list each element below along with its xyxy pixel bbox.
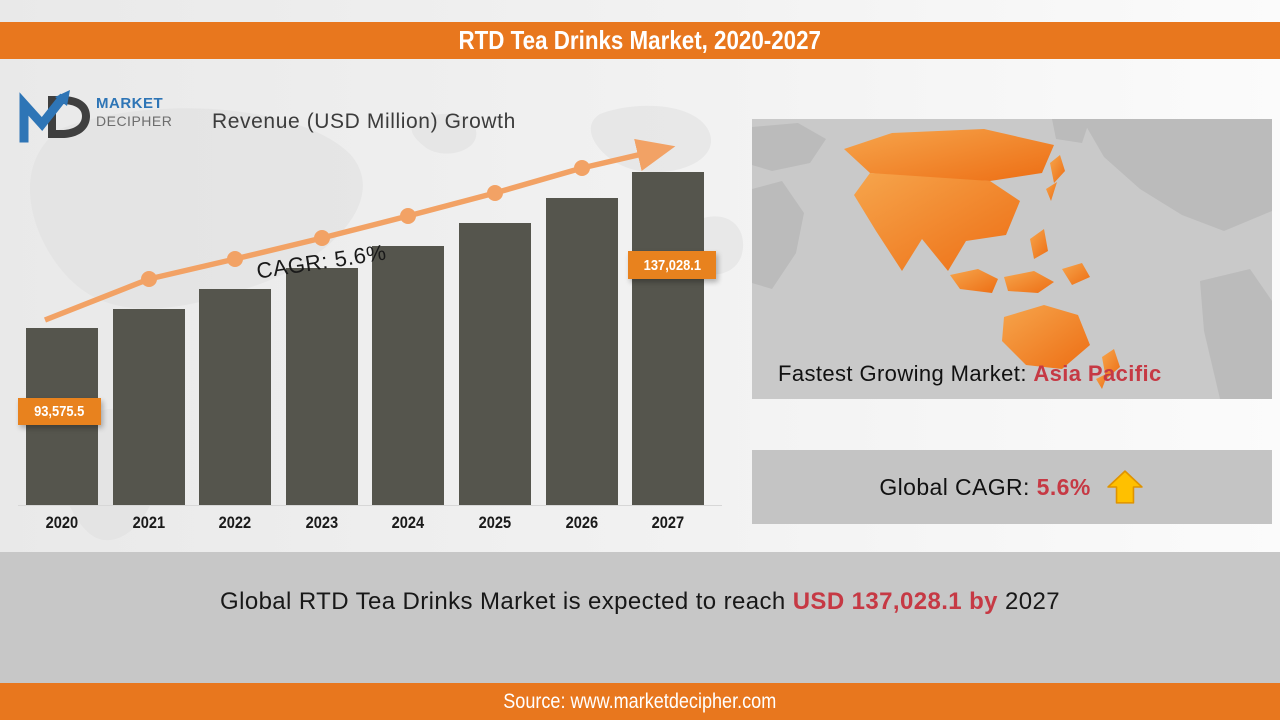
caption-prefix: Fastest Growing Market: xyxy=(778,361,1034,386)
title-bar: RTD Tea Drinks Market, 2020-2027 xyxy=(0,22,1280,59)
caption-region: Asia Pacific xyxy=(1033,361,1162,386)
summary-sentence: Global RTD Tea Drinks Market is expected… xyxy=(220,588,1060,683)
trend-line xyxy=(43,138,676,323)
data-label-2027: 137,028.1 xyxy=(628,251,716,279)
fastest-growing-market-caption: Fastest Growing Market: Asia Pacific xyxy=(778,361,1162,387)
bar-2022 xyxy=(199,289,271,505)
bar-2023 xyxy=(286,268,358,505)
trend-marker xyxy=(487,185,503,201)
x-axis-label-2027: 2027 xyxy=(651,513,685,532)
bar-2024 xyxy=(372,246,444,505)
x-axis-label-2026: 2026 xyxy=(565,513,599,532)
asia-pacific-highlight-map-icon xyxy=(752,119,1272,399)
trend-marker xyxy=(314,230,330,246)
fastest-growing-market-panel: Fastest Growing Market: Asia Pacific xyxy=(752,119,1272,399)
page-title: RTD Tea Drinks Market, 2020-2027 xyxy=(458,25,822,55)
x-axis-label-2024: 2024 xyxy=(391,513,425,532)
x-axis-line xyxy=(18,505,722,506)
summary-suffix: 2027 xyxy=(1004,588,1060,615)
x-axis-label-2021: 2021 xyxy=(132,513,166,532)
md-arrow-logo-icon xyxy=(19,90,90,143)
global-cagr-value: 5.6% xyxy=(1036,473,1091,500)
logo-text-decipher: DECIPHER xyxy=(96,113,173,129)
bar-2025 xyxy=(459,223,531,505)
source-bar: Source: www.marketdecipher.com xyxy=(0,683,1280,720)
bar-2026 xyxy=(546,198,618,505)
x-axis-label-2020: 2020 xyxy=(45,513,79,532)
data-label-2020: 93,575.5 xyxy=(18,398,101,425)
bar-2027 xyxy=(632,172,704,505)
global-cagr-text: Global CAGR: 5.6% xyxy=(879,473,1091,500)
logo-text-market: MARKET xyxy=(96,95,164,112)
trend-marker xyxy=(141,271,157,287)
revenue-bar-chart: 2020 2021 2022 2023 2024 2025 2026 2027 CAGR: 5… xyxy=(0,59,740,552)
summary-highlight: USD 137,028.1 by xyxy=(792,588,1005,615)
summary-prefix: Global RTD Tea Drinks Market is expected… xyxy=(220,588,793,615)
market-decipher-logo: MARKET DECIPHER xyxy=(18,86,188,144)
source-text: Source: www.marketdecipher.com xyxy=(503,689,777,713)
trend-marker xyxy=(574,160,590,176)
trend-marker xyxy=(227,251,243,267)
x-axis-label-2023: 2023 xyxy=(305,513,339,532)
bar-2021 xyxy=(113,309,185,505)
summary-banner: Global RTD Tea Drinks Market is expected… xyxy=(0,552,1280,683)
x-axis-label-2022: 2022 xyxy=(218,513,252,532)
gold-up-arrow-icon xyxy=(1106,470,1143,504)
chart-subtitle: Revenue (USD Million) Growth xyxy=(212,110,516,133)
x-axis-label-2025: 2025 xyxy=(478,513,512,532)
global-cagr-panel: Global CAGR: 5.6% xyxy=(752,450,1272,524)
trend-marker xyxy=(400,208,416,224)
